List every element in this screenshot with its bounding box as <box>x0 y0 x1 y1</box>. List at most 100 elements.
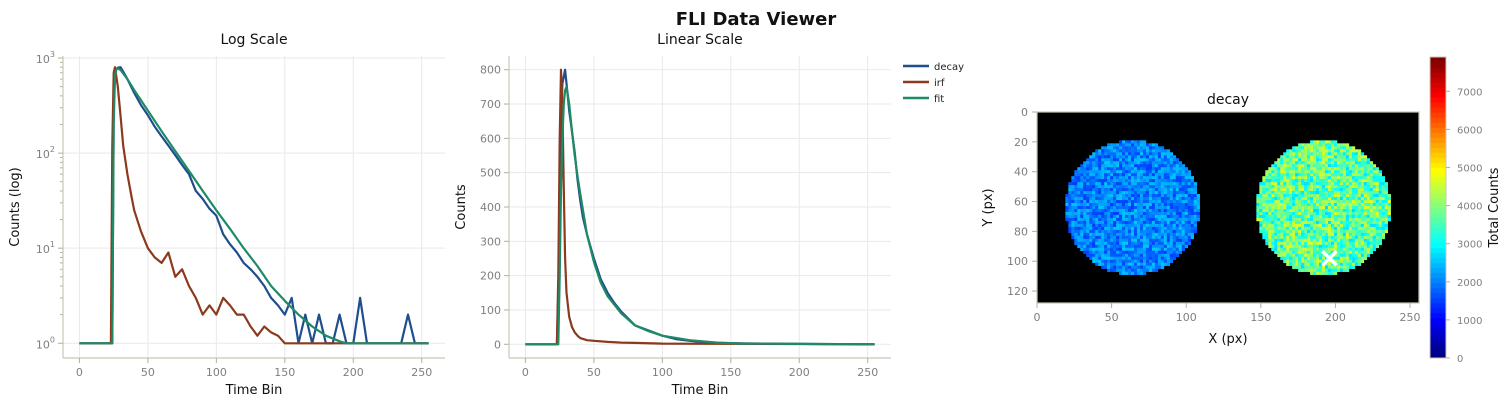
image-pixel <box>1265 206 1269 210</box>
image-pixel <box>1113 244 1117 249</box>
image-pixel <box>1360 179 1365 183</box>
image-pixel <box>1348 217 1353 222</box>
image-pixel <box>1283 217 1287 222</box>
image-pixel <box>1163 158 1168 162</box>
image-pixel <box>1080 232 1084 237</box>
image-pixel <box>1101 226 1105 231</box>
image-pixel <box>1101 211 1105 216</box>
image-pixel <box>1077 182 1081 186</box>
image-pixel <box>1298 161 1302 165</box>
image-pixel <box>1068 217 1072 222</box>
image-pixel <box>1369 167 1374 171</box>
image-pixel <box>1142 200 1147 204</box>
image-pixel <box>1080 247 1084 252</box>
image-pixel <box>1292 152 1296 156</box>
image-pixel <box>1327 149 1332 153</box>
image-pixel <box>1348 214 1353 219</box>
image-pixel <box>1265 182 1269 186</box>
image-pixel <box>1339 158 1344 162</box>
image-pixel <box>1268 191 1272 195</box>
image-pixel <box>1166 211 1171 216</box>
image-pixel <box>1139 211 1144 216</box>
image-pixel <box>1265 179 1269 183</box>
image-pixel <box>1363 235 1368 240</box>
image-pixel <box>1151 194 1156 198</box>
image-pixel <box>1316 220 1320 225</box>
image-pixel <box>1119 176 1123 180</box>
image-pixel <box>1145 265 1150 269</box>
image-pixel <box>1330 146 1335 150</box>
image-pixel <box>1175 217 1180 222</box>
image-pixel <box>1330 265 1335 269</box>
image-pixel <box>1274 176 1278 180</box>
image-pixel <box>1104 191 1108 195</box>
image-pixel <box>1316 155 1320 159</box>
image-pixel <box>1322 235 1326 240</box>
image-pixel <box>1119 179 1123 183</box>
image-pixel <box>1139 194 1144 198</box>
image-pixel <box>1375 244 1380 249</box>
image-pixel <box>1366 203 1371 207</box>
image-xtick-label: 100 <box>1176 311 1197 324</box>
image-pixel <box>1065 194 1069 198</box>
image-pixel <box>1107 149 1111 153</box>
image-pixel <box>1107 211 1111 216</box>
image-pixel <box>1116 206 1120 210</box>
image-pixel <box>1139 176 1144 180</box>
image-pixel <box>1351 247 1356 252</box>
image-pixel <box>1283 235 1287 240</box>
image-pixel <box>1313 214 1317 219</box>
image-pixel <box>1154 152 1159 156</box>
image-pixel <box>1175 197 1180 201</box>
image-pixel <box>1298 262 1302 266</box>
image-pixel <box>1360 194 1365 198</box>
colorbar-segment <box>1430 352 1446 359</box>
image-pixel <box>1345 220 1350 225</box>
image-pixel <box>1101 152 1105 156</box>
image-pixel <box>1351 211 1356 216</box>
image-pixel <box>1351 191 1356 195</box>
image-pixel <box>1133 182 1138 186</box>
image-pixel <box>1274 244 1278 249</box>
image-pixel <box>1133 143 1138 147</box>
image-pixel <box>1313 161 1317 165</box>
image-pixel <box>1354 238 1359 243</box>
image-pixel <box>1080 203 1084 207</box>
image-pixel <box>1327 158 1332 162</box>
image-pixel <box>1292 206 1296 210</box>
image-pixel <box>1119 161 1123 165</box>
image-pixel <box>1357 179 1362 183</box>
image-pixel <box>1274 214 1278 219</box>
image-pixel <box>1369 208 1374 213</box>
image-pixel <box>1375 182 1380 186</box>
image-pixel <box>1351 232 1356 237</box>
image-pixel <box>1133 271 1138 275</box>
image-pixel <box>1286 208 1290 213</box>
image-pixel <box>1345 149 1350 153</box>
image-pixel <box>1107 265 1111 269</box>
image-pixel <box>1104 235 1108 240</box>
image-pixel <box>1387 197 1391 201</box>
image-pixel <box>1384 223 1388 228</box>
image-pixel <box>1351 244 1356 249</box>
image-pixel <box>1107 250 1111 255</box>
image-pixel <box>1157 173 1162 177</box>
image-pixel <box>1136 173 1141 177</box>
image-pixel <box>1313 208 1317 213</box>
image-pixel <box>1116 232 1120 237</box>
image-xtick-label: 250 <box>1400 311 1421 324</box>
image-pixel <box>1193 217 1197 222</box>
image-pixel <box>1298 143 1302 147</box>
image-pixel <box>1348 161 1353 165</box>
image-pixel <box>1351 176 1356 180</box>
image-pixel <box>1104 220 1108 225</box>
image-pixel <box>1166 217 1171 222</box>
image-pixel <box>1104 176 1108 180</box>
image-pixel <box>1289 208 1293 213</box>
image-pixel <box>1289 164 1293 168</box>
image-pixel <box>1384 226 1388 231</box>
image-pixel <box>1295 206 1299 210</box>
image-pixel <box>1086 241 1090 246</box>
image-pixel <box>1268 200 1272 204</box>
image-pixel <box>1136 259 1141 264</box>
